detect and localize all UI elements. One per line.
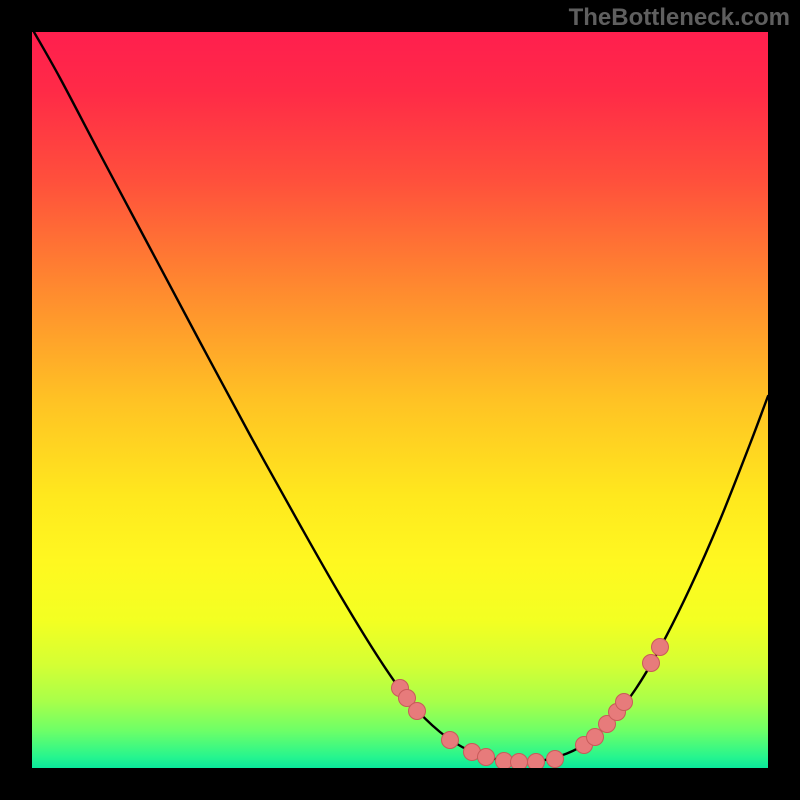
data-marker bbox=[409, 703, 426, 720]
data-marker bbox=[616, 694, 633, 711]
data-marker bbox=[511, 754, 528, 771]
data-marker bbox=[587, 729, 604, 746]
data-marker bbox=[652, 639, 669, 656]
bottleneck-chart bbox=[0, 0, 800, 800]
data-marker bbox=[528, 754, 545, 771]
data-marker bbox=[643, 655, 660, 672]
data-marker bbox=[442, 732, 459, 749]
data-marker bbox=[547, 751, 564, 768]
data-marker bbox=[496, 753, 513, 770]
data-marker bbox=[478, 749, 495, 766]
watermark-text: TheBottleneck.com bbox=[569, 4, 790, 32]
